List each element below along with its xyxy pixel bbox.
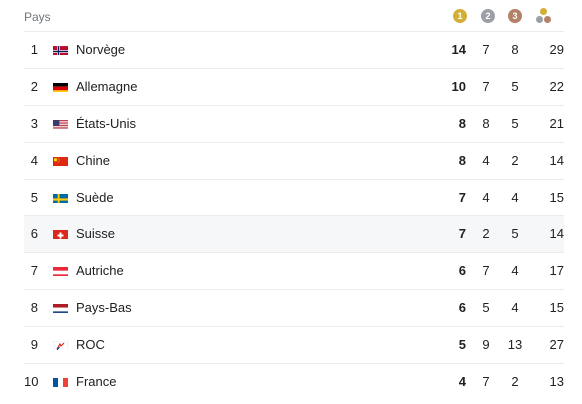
bronze-count: 2	[511, 374, 519, 390]
silver-count: 7	[482, 374, 490, 390]
gold-count: 6	[458, 263, 466, 279]
gold-count: 10	[451, 78, 466, 94]
silver-count: 4	[482, 152, 490, 168]
table-row[interactable]: 5 Suède 7 4 4 15	[24, 178, 564, 216]
country-name[interactable]: Pays-Bas	[76, 300, 132, 316]
silver-count: 7	[482, 78, 490, 94]
austria-flag-icon	[53, 265, 68, 277]
rank-number: 10	[24, 374, 39, 390]
silver-count: 7	[482, 263, 490, 279]
china-flag-icon	[53, 155, 68, 166]
table-row[interactable]: 6 Suisse 7 2 5 14	[24, 215, 564, 253]
total-count: 27	[549, 337, 564, 353]
gold-count: 5	[458, 337, 466, 353]
bronze-count: 4	[511, 189, 519, 205]
netherlands-flag-icon	[53, 302, 68, 314]
sweden-flag-icon	[53, 192, 68, 203]
total-count: 22	[549, 78, 564, 94]
country-column-header: Pays	[24, 10, 51, 24]
gold-count: 4	[458, 374, 466, 390]
germany-flag-icon	[53, 81, 68, 92]
bronze-medal-icon[interactable]: 3	[508, 9, 522, 23]
table-row[interactable]: 10 France 4 7 2 13	[24, 363, 564, 400]
country-name[interactable]: France	[76, 374, 117, 390]
total-count: 15	[549, 300, 564, 316]
country-name[interactable]: Suède	[76, 189, 114, 205]
country-name[interactable]: Norvège	[76, 42, 126, 57]
bronze-count: 5	[511, 78, 519, 94]
table-row[interactable]: 8 Pays-Bas 6 5 4 15	[24, 289, 564, 326]
roc-flag-icon	[53, 339, 68, 351]
total-count: 17	[549, 263, 564, 279]
silver-count: 2	[482, 226, 490, 242]
country-name[interactable]: États-Unis	[76, 115, 136, 131]
gold-count: 8	[458, 152, 466, 168]
bronze-count: 13	[507, 337, 523, 353]
gold-count: 6	[458, 300, 466, 316]
rank-number: 4	[30, 152, 38, 168]
rank-number: 3	[30, 115, 38, 131]
bronze-count: 2	[511, 152, 519, 168]
country-name[interactable]: ROC	[76, 337, 105, 353]
gold-count: 7	[458, 226, 466, 242]
silver-count: 4	[482, 189, 490, 205]
france-flag-icon	[53, 376, 68, 388]
total-count: 15	[549, 189, 564, 205]
total-count: 14	[549, 152, 564, 168]
bronze-count: 4	[511, 300, 519, 316]
country-name[interactable]: Autriche	[76, 263, 124, 279]
bronze-count: 5	[511, 115, 519, 131]
silver-count: 8	[482, 115, 490, 131]
total-count: 29	[549, 42, 564, 57]
medal-table-body: 1 Norvège 14 7 8 29 2 Allemagne 10 7 5 22 3 États-Uni…	[24, 31, 564, 400]
total-count: 21	[549, 115, 564, 131]
bronze-count: 5	[511, 226, 519, 242]
norway-flag-icon	[53, 44, 68, 55]
total-medals-icon[interactable]	[536, 8, 552, 24]
rank-number: 5	[30, 189, 38, 205]
total-count: 14	[549, 226, 564, 242]
rank-number: 6	[30, 226, 38, 242]
silver-count: 5	[482, 300, 490, 316]
gold-count: 14	[451, 42, 466, 57]
country-name[interactable]: Chine	[76, 152, 110, 168]
rank-number: 7	[30, 263, 38, 279]
rank-number: 8	[30, 300, 38, 316]
gold-medal-icon[interactable]: 1	[453, 9, 467, 23]
table-row[interactable]: 3 États-Unis 8 8 5 21	[24, 104, 564, 142]
table-row[interactable]: 4 Chine 8 4 2 14	[24, 141, 564, 179]
table-row[interactable]: 9 ROC 5 9 13 27	[24, 326, 564, 363]
bronze-count: 4	[511, 263, 519, 279]
table-row[interactable]: 7 Autriche 6 7 4 17	[24, 252, 564, 289]
medal-table-header: Pays 1 2 3	[0, 0, 582, 33]
rank-number: 9	[30, 337, 38, 353]
table-row[interactable]: 1 Norvège 14 7 8 29	[24, 31, 564, 68]
total-count: 13	[549, 374, 564, 390]
gold-count: 7	[458, 189, 466, 205]
usa-flag-icon	[53, 118, 68, 129]
table-row[interactable]: 2 Allemagne 10 7 5 22	[24, 67, 564, 105]
rank-number: 2	[30, 78, 38, 94]
silver-count: 7	[482, 42, 490, 57]
rank-number: 1	[30, 42, 38, 57]
gold-count: 8	[458, 115, 466, 131]
silver-medal-icon[interactable]: 2	[481, 9, 495, 23]
bronze-count: 8	[511, 42, 519, 57]
silver-count: 9	[482, 337, 490, 353]
country-name[interactable]: Suisse	[76, 226, 116, 242]
switzerland-flag-icon	[53, 228, 68, 240]
country-name[interactable]: Allemagne	[76, 78, 138, 94]
